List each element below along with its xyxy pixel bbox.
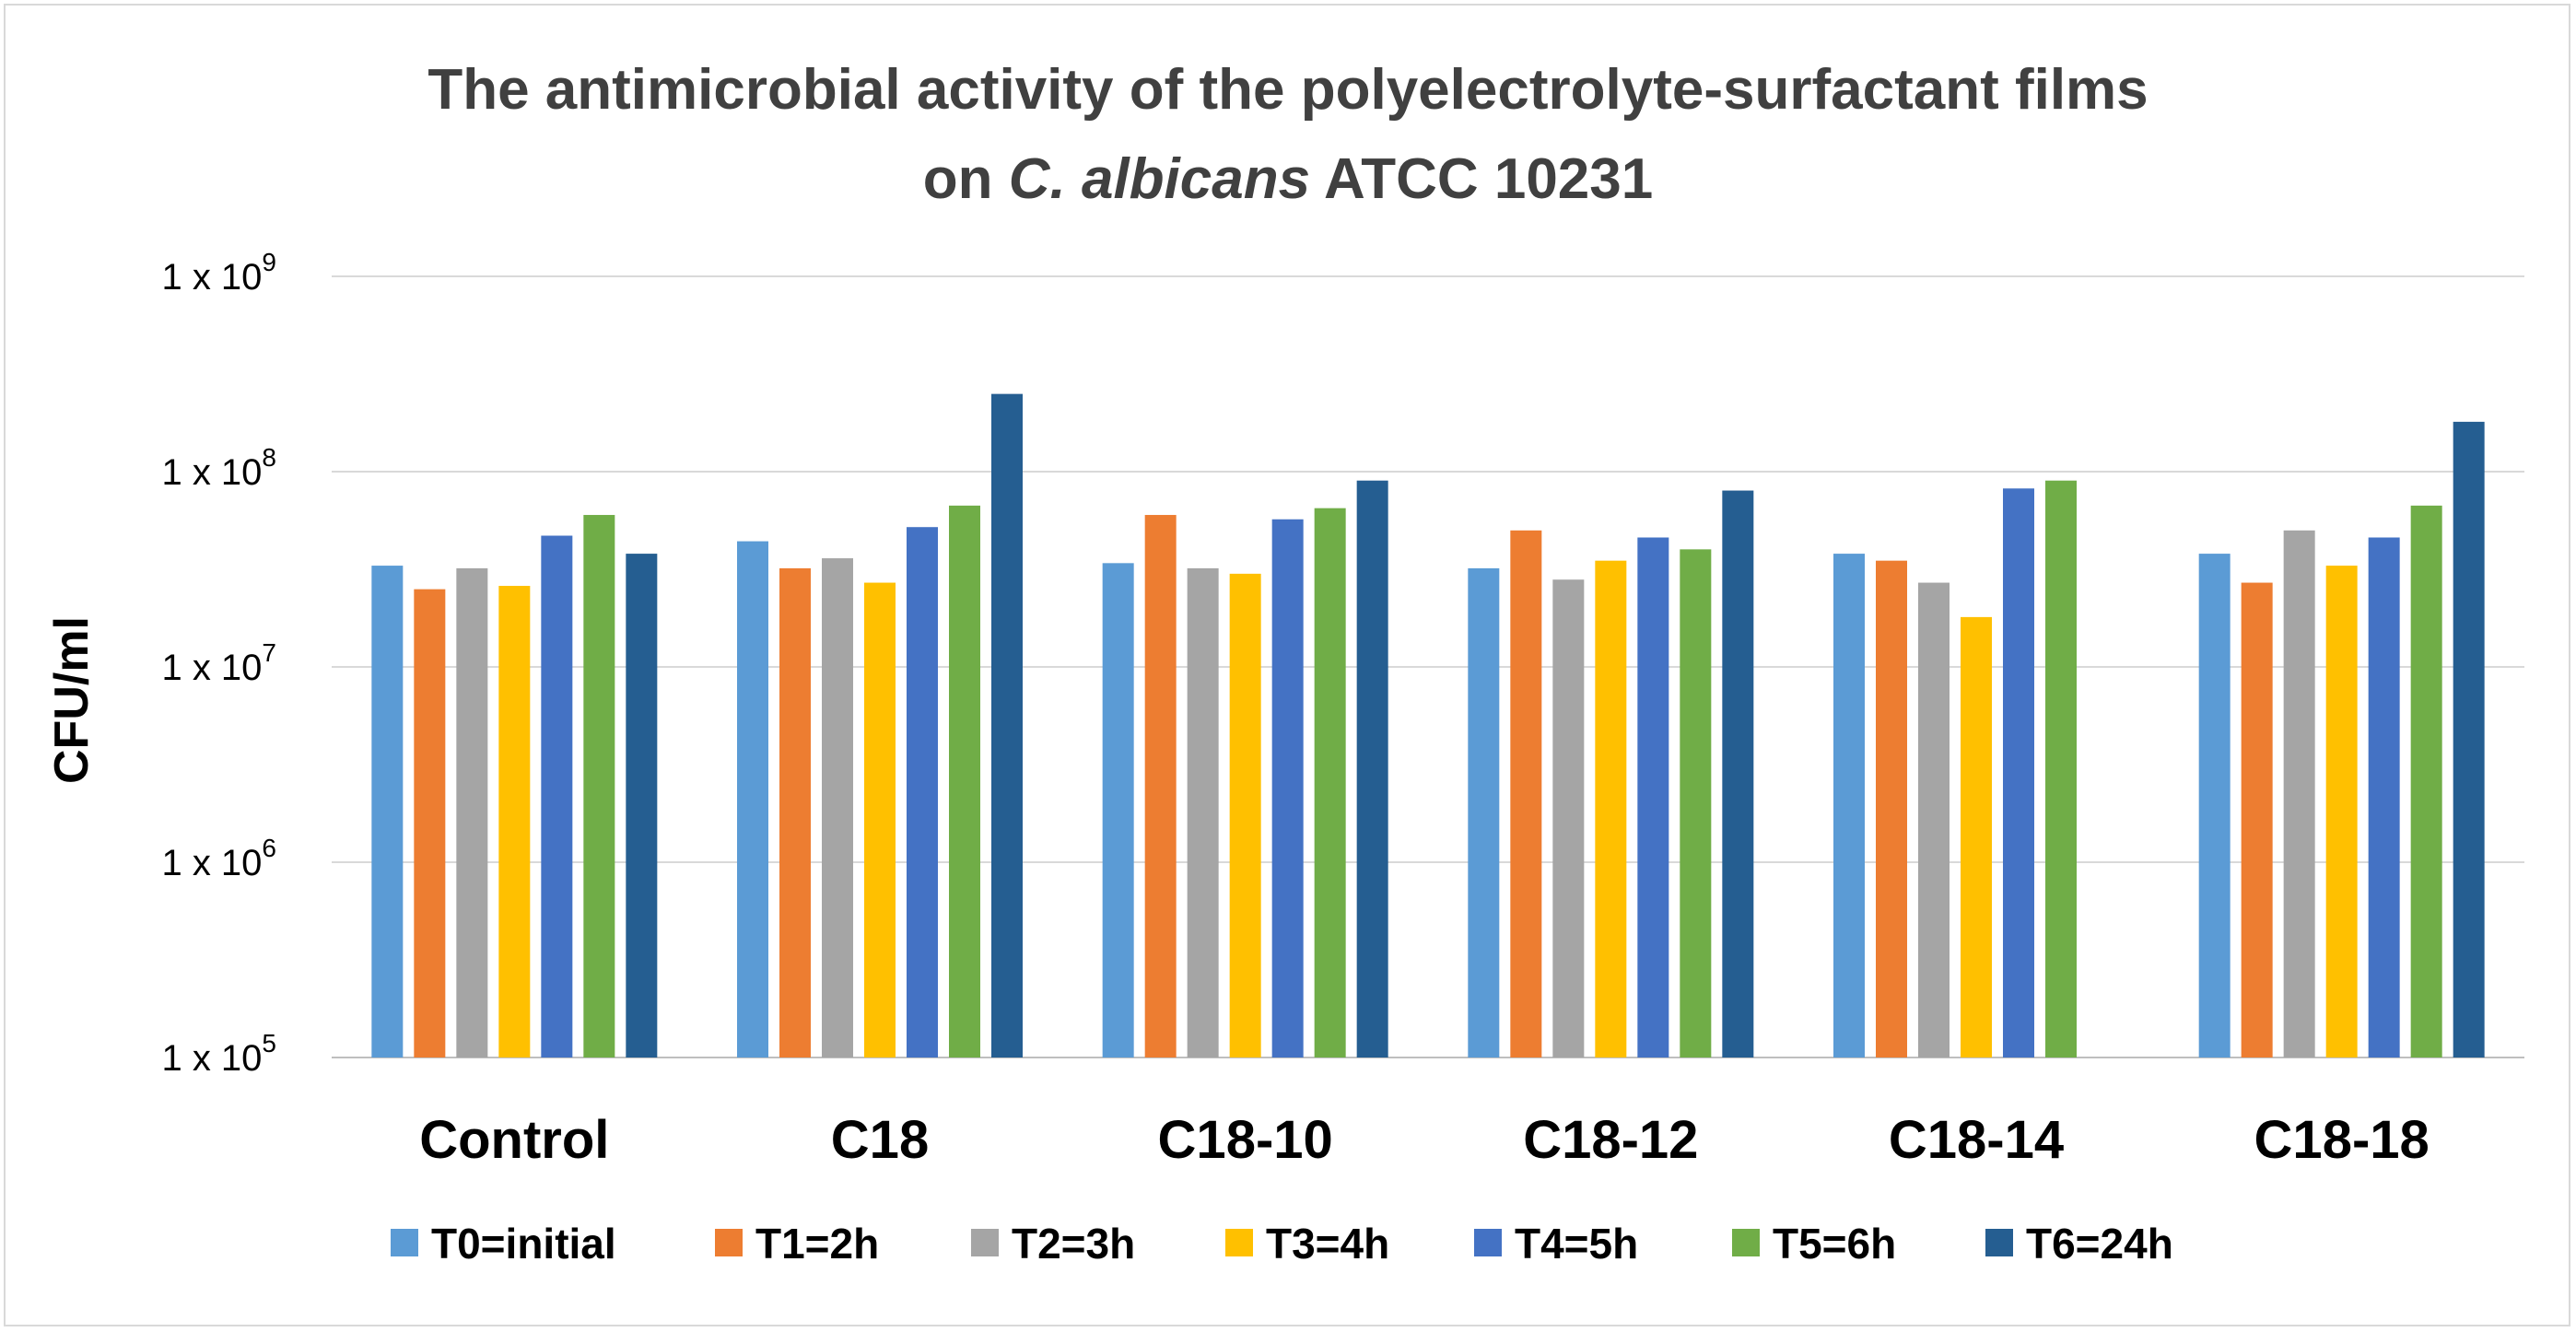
bar-T2=3h-Control bbox=[456, 567, 488, 1057]
bar-T1=2h-C18 bbox=[779, 567, 811, 1057]
y-axis-ticks: 1 x 105 1 x 106 1 x 107 1 x 108 1 x 109 bbox=[161, 248, 276, 1079]
bar-T3=4h-Control bbox=[498, 586, 531, 1057]
x-category-label: Control bbox=[419, 1110, 609, 1170]
bars bbox=[371, 393, 2485, 1058]
bar-T5=6h-Control bbox=[583, 515, 615, 1057]
bar-T6=24h-Control bbox=[626, 554, 658, 1057]
bar-T3=4h-C18-10 bbox=[1229, 573, 1261, 1057]
x-category-label: C18 bbox=[831, 1110, 929, 1170]
legend-swatch bbox=[971, 1229, 999, 1256]
bar-T3=4h-C18 bbox=[864, 582, 896, 1057]
bar-T6=24h-C18-18 bbox=[2453, 421, 2485, 1058]
bar-T4=5h-C18-12 bbox=[1637, 537, 1669, 1057]
legend-swatch bbox=[1225, 1229, 1253, 1256]
legend: T0=initial T1=2h T2=3h T3=4h T4=5h T5=6h T6=24… bbox=[391, 1220, 2173, 1268]
x-axis-categories: Control C18 C18-10 C18-12 C18-14 C18-18 bbox=[419, 1110, 2430, 1170]
bar-T3=4h-C18-12 bbox=[1595, 560, 1627, 1057]
gridlines bbox=[332, 275, 2524, 1058]
bar-T5=6h-C18-14 bbox=[2045, 480, 2077, 1057]
chart-title-line1: The antimicrobial activity of the polyel… bbox=[427, 58, 2148, 122]
x-category-label: C18-12 bbox=[1523, 1110, 1698, 1170]
bar-T4=5h-C18-18 bbox=[2368, 537, 2400, 1057]
bar-T5=6h-C18 bbox=[949, 505, 980, 1057]
bar-T5=6h-C18-12 bbox=[1680, 549, 1712, 1057]
x-category-label: C18-10 bbox=[1158, 1110, 1333, 1170]
legend-label: T3=4h bbox=[1266, 1220, 1389, 1268]
bar-T0=initial-C18-12 bbox=[1468, 567, 1500, 1057]
bar-T0=initial-C18-10 bbox=[1102, 563, 1134, 1057]
legend-label: T1=2h bbox=[755, 1220, 879, 1268]
title-prefix: on bbox=[923, 147, 1009, 211]
bar-T2=3h-C18-18 bbox=[2283, 530, 2315, 1057]
legend-swatch bbox=[391, 1229, 418, 1256]
legend-swatch bbox=[1732, 1229, 1760, 1256]
bar-T2=3h-C18-10 bbox=[1187, 567, 1219, 1057]
legend-label: T6=24h bbox=[2026, 1220, 2173, 1268]
legend-label: T4=5h bbox=[1515, 1220, 1638, 1268]
legend-label: T5=6h bbox=[1773, 1220, 1896, 1268]
title-organism: C. albicans bbox=[1009, 147, 1310, 211]
bar-T5=6h-C18-10 bbox=[1314, 508, 1346, 1057]
y-tick-label: 1 x 108 bbox=[161, 443, 276, 493]
bar-T3=4h-C18-18 bbox=[2325, 566, 2358, 1057]
legend-label: T0=initial bbox=[431, 1220, 616, 1268]
bar-T1=2h-C18-18 bbox=[2241, 582, 2273, 1057]
x-category-label: C18-14 bbox=[1889, 1110, 2064, 1170]
x-category-label: C18-18 bbox=[2254, 1110, 2430, 1170]
bar-T2=3h-C18 bbox=[822, 558, 853, 1057]
chart-title: The antimicrobial activity of the polyel… bbox=[427, 58, 2148, 211]
bar-T6=24h-C18-10 bbox=[1356, 480, 1388, 1057]
bar-T6=24h-C18 bbox=[991, 393, 1023, 1057]
bar-T1=2h-C18-12 bbox=[1510, 530, 1542, 1057]
bar-T4=5h-C18-14 bbox=[2003, 488, 2034, 1057]
chart-title-line2: on C. albicans ATCC 10231 bbox=[923, 147, 1654, 211]
bar-T1=2h-C18-10 bbox=[1144, 515, 1177, 1057]
bar-T3=4h-C18-14 bbox=[1961, 616, 1992, 1057]
legend-swatch bbox=[1985, 1229, 2013, 1256]
bar-T4=5h-C18 bbox=[907, 527, 938, 1057]
legend-swatch bbox=[1474, 1229, 1502, 1256]
y-tick-label: 1 x 106 bbox=[161, 834, 276, 883]
y-tick-label: 1 x 107 bbox=[161, 638, 276, 688]
y-axis-label: CFU/ml bbox=[45, 616, 99, 784]
bar-T0=initial-C18-18 bbox=[2198, 554, 2231, 1057]
bar-T4=5h-C18-10 bbox=[1271, 519, 1304, 1057]
bar-T0=initial-Control bbox=[371, 566, 404, 1057]
y-tick-label: 1 x 109 bbox=[161, 248, 276, 298]
bar-T4=5h-Control bbox=[541, 535, 573, 1057]
bar-T5=6h-C18-18 bbox=[2410, 505, 2442, 1057]
title-suffix: ATCC 10231 bbox=[1310, 147, 1653, 211]
bar-T2=3h-C18-14 bbox=[1918, 582, 1950, 1057]
bar-T0=initial-C18 bbox=[737, 541, 768, 1057]
bar-T0=initial-C18-14 bbox=[1833, 554, 1865, 1057]
bar-T1=2h-C18-14 bbox=[1876, 560, 1907, 1057]
bar-T6=24h-C18-12 bbox=[1722, 490, 1754, 1057]
bar-T2=3h-C18-12 bbox=[1552, 579, 1585, 1057]
legend-swatch bbox=[715, 1229, 743, 1256]
y-tick-label: 1 x 105 bbox=[161, 1029, 276, 1079]
legend-label: T2=3h bbox=[1012, 1220, 1135, 1268]
bar-T1=2h-Control bbox=[414, 589, 446, 1057]
